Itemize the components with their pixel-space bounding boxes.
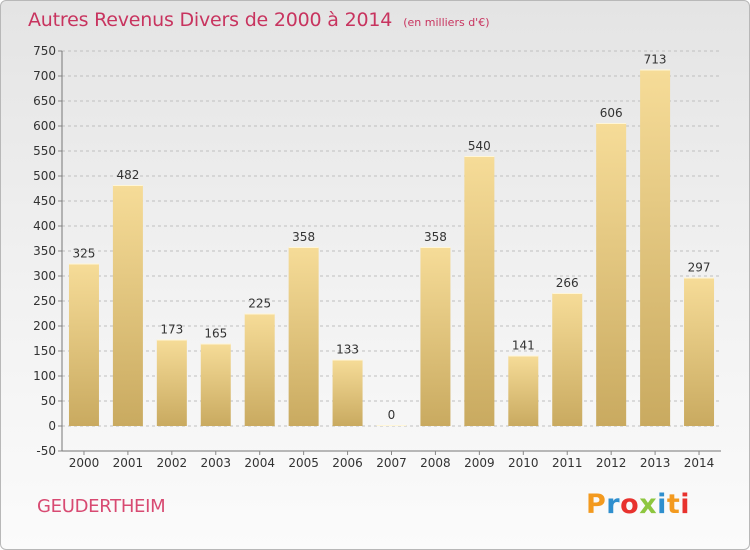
bar <box>596 123 627 426</box>
y-tick-label: 300 <box>33 269 56 283</box>
brand-letter: o <box>620 489 640 520</box>
data-label: 173 <box>160 323 183 337</box>
x-tick-label: 2005 <box>288 456 319 470</box>
bar <box>640 69 671 426</box>
y-tick-label: 400 <box>33 219 56 233</box>
data-label: 606 <box>600 106 623 120</box>
y-tick-label: 650 <box>33 94 56 108</box>
data-label: 325 <box>73 247 96 261</box>
x-tick-label: 2000 <box>69 456 100 470</box>
brand-letter: t <box>666 489 681 520</box>
data-label: 133 <box>336 343 359 357</box>
data-label: 540 <box>468 139 491 153</box>
bar <box>552 293 583 426</box>
y-tick-label: 350 <box>33 244 56 258</box>
x-tick-label: 2011 <box>552 456 583 470</box>
y-tick-label: 700 <box>33 69 56 83</box>
data-label: 358 <box>424 230 447 244</box>
y-tick-label: 600 <box>33 119 56 133</box>
x-tick-label: 2009 <box>464 456 495 470</box>
bar <box>156 339 187 426</box>
data-label: 713 <box>644 53 667 67</box>
data-label: 266 <box>556 276 579 290</box>
data-label: 358 <box>292 230 315 244</box>
data-label: 225 <box>248 297 271 311</box>
y-tick-label: 500 <box>33 169 56 183</box>
title-row: Autres Revenus Divers de 2000 à 2014 (en… <box>28 9 490 31</box>
data-label: 482 <box>116 168 139 182</box>
bar <box>288 247 319 426</box>
x-tick-label: 2012 <box>596 456 627 470</box>
axes: -50 0 50 100 150 200 250 300 350 400 450 500 550 600 6… <box>33 44 721 458</box>
x-tick-label: 2008 <box>420 456 451 470</box>
y-tick-label: 750 <box>33 44 56 58</box>
x-tick-label: 2006 <box>332 456 363 470</box>
y-tick-label: 250 <box>33 294 56 308</box>
chart-subtitle: (en milliers d'€) <box>403 16 490 29</box>
y-tick-label: 50 <box>41 394 56 408</box>
y-tick-label: 450 <box>33 194 56 208</box>
bar <box>68 263 99 426</box>
y-tick-label: 550 <box>33 144 56 158</box>
bar <box>244 313 275 426</box>
x-tick-label: 2010 <box>508 456 539 470</box>
bar <box>332 359 363 426</box>
bars <box>68 69 715 426</box>
y-tick-label: 150 <box>33 344 56 358</box>
data-label: 297 <box>688 261 711 275</box>
y-tick-label: 0 <box>48 419 56 433</box>
brand-letter: x <box>639 489 658 520</box>
data-label: 165 <box>204 327 227 341</box>
brand-letter: r <box>606 489 621 520</box>
brand-logo: Proxiti <box>586 489 690 520</box>
x-tick-label: 2003 <box>200 456 231 470</box>
bar <box>200 343 231 426</box>
brand-letter: i <box>680 489 691 520</box>
commune-name: GEUDERTHEIM <box>37 496 166 517</box>
data-label: 0 <box>388 408 396 422</box>
data-label: 141 <box>512 339 535 353</box>
y-tick-label: -50 <box>36 444 56 458</box>
chart-title: Autres Revenus Divers de 2000 à 2014 <box>28 9 393 31</box>
labels: 325 2000 482 2001 173 2002 165 2003 225 2004 358 20… <box>69 53 715 471</box>
x-tick-label: 2013 <box>640 456 671 470</box>
bar <box>112 185 143 426</box>
x-tick-label: 2007 <box>376 456 407 470</box>
brand-letter: i <box>657 489 667 520</box>
x-tick-label: 2004 <box>244 456 275 470</box>
x-tick-label: 2001 <box>113 456 144 470</box>
bar <box>684 277 715 426</box>
y-tick-label: 100 <box>33 369 56 383</box>
bar <box>508 355 539 426</box>
x-tick-label: 2014 <box>684 456 715 470</box>
brand-letter: P <box>586 489 607 520</box>
y-tick-label: 200 <box>33 319 56 333</box>
bar <box>464 156 495 426</box>
x-tick-label: 2002 <box>157 456 188 470</box>
bar <box>420 247 451 426</box>
